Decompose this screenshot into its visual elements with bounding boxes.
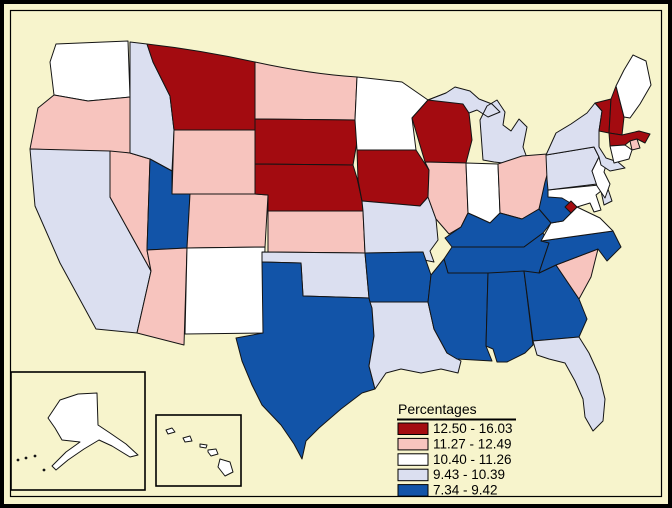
legend: Percentages 12.50 - 16.03 11.27 - 12.49 …	[397, 401, 516, 498]
neatline	[9, 9, 663, 498]
state-kansas	[267, 210, 366, 254]
state-alaska	[47, 392, 139, 471]
state-iowa	[356, 149, 430, 207]
legend-swatch-5	[397, 484, 429, 497]
hawaii-inset	[155, 414, 242, 487]
states-layer	[29, 40, 652, 460]
state-arizona	[136, 247, 188, 346]
legend-swatch-2	[397, 437, 429, 451]
state-florida	[532, 336, 606, 432]
legend-label-1: 12.50 - 16.03	[433, 421, 513, 436]
state-north-carolina	[538, 230, 622, 274]
state-colorado	[186, 193, 269, 249]
legend-swatch-1	[397, 422, 429, 435]
state-oregon	[29, 94, 131, 154]
state-wyoming	[171, 129, 256, 195]
state-new-mexico	[184, 246, 266, 335]
state-hawaii	[165, 427, 234, 477]
legend-label-5: 7.34 - 9.42	[433, 483, 498, 498]
legend-swatch-4	[397, 468, 429, 482]
legend-swatch-3	[397, 453, 429, 466]
state-minnesota	[354, 76, 429, 151]
legend-title: Percentages	[398, 401, 477, 417]
alaska-inset-frame	[10, 371, 146, 491]
state-arkansas	[364, 251, 432, 303]
state-district-of-columbia	[564, 200, 578, 214]
state-missouri	[361, 196, 439, 263]
state-connecticut	[609, 144, 633, 164]
state-south-dakota	[254, 118, 358, 166]
alaska-inset	[10, 371, 146, 491]
aleutian-islands-icon	[16, 454, 46, 472]
state-new-york	[545, 102, 626, 172]
state-washington	[49, 40, 131, 102]
state-rhode-island	[629, 138, 641, 151]
hawaii-inset-frame	[155, 414, 242, 487]
state-maine	[615, 54, 652, 119]
legend-label-3: 10.40 - 11.26	[433, 452, 512, 467]
legend-label-4: 9.43 - 10.39	[433, 467, 505, 482]
legend-label-2: 11.27 - 12.49	[433, 436, 512, 451]
state-nebraska	[254, 163, 364, 212]
state-vermont	[594, 98, 612, 134]
state-new-hampshire	[608, 85, 625, 136]
